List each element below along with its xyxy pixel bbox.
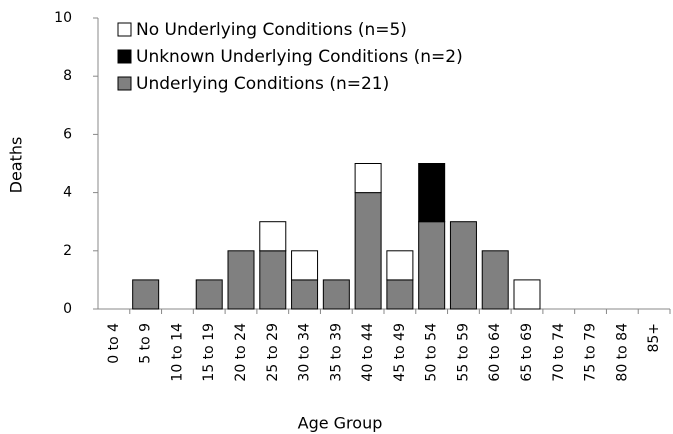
x-tick-label: 60 to 64 [487, 323, 503, 382]
legend-swatch [117, 22, 132, 37]
bar-segment [481, 250, 509, 310]
y-tick-label: 4 [63, 185, 72, 201]
legend-swatch [117, 49, 132, 64]
bar-segment [386, 250, 414, 281]
y-tick-label: 6 [63, 126, 72, 142]
x-tick-label: 55 to 59 [455, 323, 471, 382]
x-tick-label: 40 to 44 [360, 323, 376, 382]
x-tick-label: 0 to 4 [106, 323, 122, 364]
y-tick-label: 8 [63, 68, 72, 84]
x-tick-label: 70 to 74 [551, 323, 567, 382]
y-tick-label: 0 [63, 301, 72, 317]
x-tick-label: 45 to 49 [392, 323, 408, 382]
bar-segment [418, 221, 446, 310]
bar-segment [322, 279, 350, 310]
x-tick-label: 30 to 34 [297, 323, 313, 382]
y-axis-title: Deaths [7, 137, 26, 194]
x-tick-label: 10 to 14 [169, 323, 185, 382]
bar-segment [259, 221, 287, 252]
legend-label: Underlying Conditions (n=21) [136, 74, 389, 94]
bar-segment [386, 279, 414, 310]
bar-segment [291, 279, 319, 310]
x-tick-label: 25 to 29 [265, 323, 281, 382]
y-tick-label: 2 [63, 243, 72, 259]
legend-label: No Underlying Conditions (n=5) [136, 20, 407, 40]
x-axis-title: Age Group [298, 414, 383, 433]
bar-segment [418, 163, 446, 223]
x-tick-label: 75 to 79 [583, 323, 599, 382]
x-tick-label: 65 to 69 [519, 323, 535, 382]
bar-segment [449, 221, 477, 310]
x-tick-label: 85+ [646, 323, 662, 353]
x-tick-label: 5 to 9 [138, 323, 154, 364]
x-tick-label: 15 to 19 [201, 323, 217, 382]
legend-swatch [117, 76, 132, 91]
bar-segment [354, 192, 382, 310]
x-tick-label: 50 to 54 [424, 323, 440, 382]
bar-segment [227, 250, 255, 310]
bar-segment [195, 279, 223, 310]
bar-segment [259, 250, 287, 310]
x-tick-label: 20 to 24 [233, 323, 249, 382]
legend-label: Unknown Underlying Conditions (n=2) [136, 47, 463, 67]
y-tick-label: 10 [54, 10, 72, 26]
x-tick-label: 80 to 84 [614, 323, 630, 382]
bar-segment [513, 279, 541, 310]
bar-segment [132, 279, 160, 310]
bar-segment [354, 163, 382, 194]
bar-segment [291, 250, 319, 281]
x-tick-label: 35 to 39 [328, 323, 344, 382]
